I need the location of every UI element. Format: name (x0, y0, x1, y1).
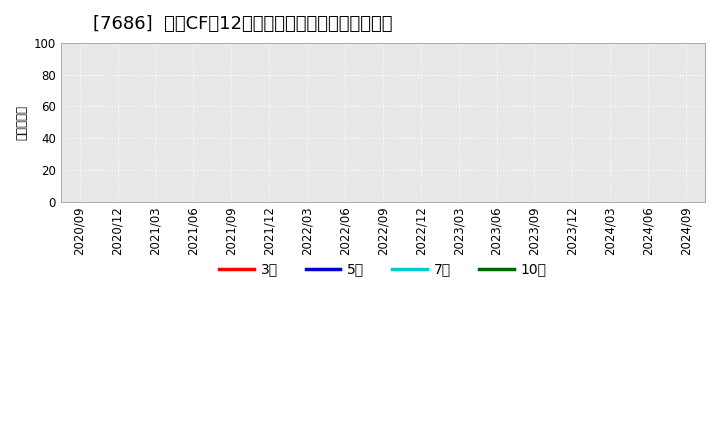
Y-axis label: （百万円）: （百万円） (15, 105, 28, 140)
Text: [7686]  投賄CFだ12か月移動合計の標準偏差の推移: [7686] 投賄CFだ12か月移動合計の標準偏差の推移 (93, 15, 392, 33)
Legend: 3年, 5年, 7年, 10年: 3年, 5年, 7年, 10年 (214, 257, 552, 282)
